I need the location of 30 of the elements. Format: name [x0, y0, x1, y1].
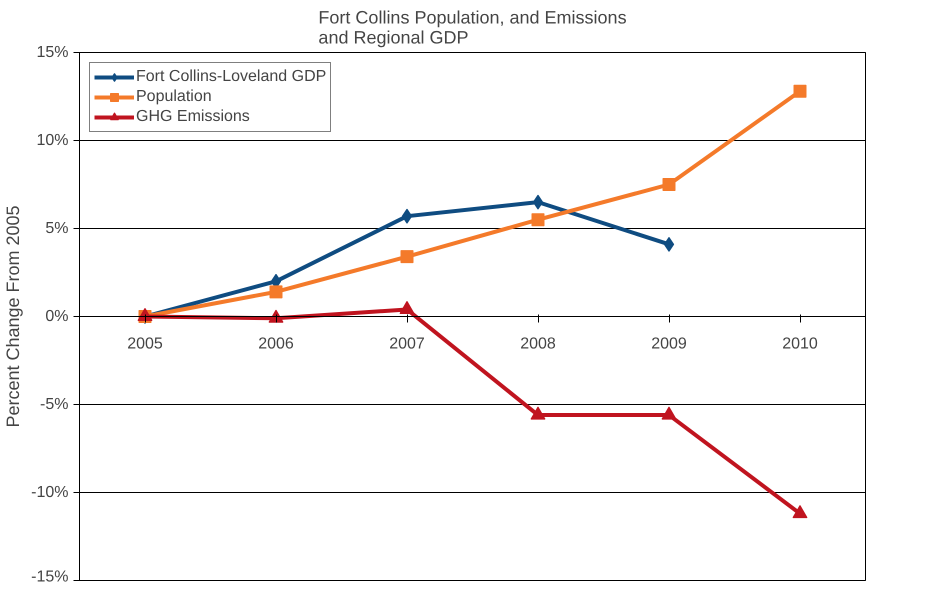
y-tick-label: 0%: [45, 308, 68, 325]
y-axis-title: Percent Change From 2005: [3, 205, 24, 428]
x-tick-label: 2005: [127, 336, 163, 352]
y-tick-label: -5%: [40, 396, 68, 413]
point: [270, 285, 282, 298]
y-tick-label: 5%: [45, 220, 68, 237]
y-tick-label: 15%: [36, 44, 69, 61]
x-tick-label: 2010: [782, 336, 818, 352]
point: [532, 213, 544, 226]
point: [532, 194, 544, 210]
legend-label: Population: [136, 88, 212, 106]
y-tick-label: 10%: [36, 132, 69, 149]
x-tick-label: 2008: [520, 336, 556, 352]
point: [664, 236, 674, 252]
point: [794, 84, 806, 98]
x-tick-label: 2007: [389, 336, 425, 352]
point: [662, 406, 676, 420]
legend-label: GHG Emissions: [136, 108, 250, 126]
point: [662, 178, 676, 191]
point: [400, 250, 414, 264]
point: [400, 300, 414, 314]
point: [402, 208, 412, 224]
point: [530, 406, 546, 420]
y-tick-label: -15%: [31, 568, 69, 586]
x-tick-label: 2006: [258, 336, 294, 352]
y-tick-label: -10%: [31, 484, 69, 501]
chart-title: Fort Collins Population, and Emissions and Regional GDP: [318, 8, 627, 48]
point: [792, 505, 808, 518]
x-tick-label: 2009: [651, 336, 687, 352]
legend-label: Fort Collins-Loveland GDP: [136, 68, 326, 86]
